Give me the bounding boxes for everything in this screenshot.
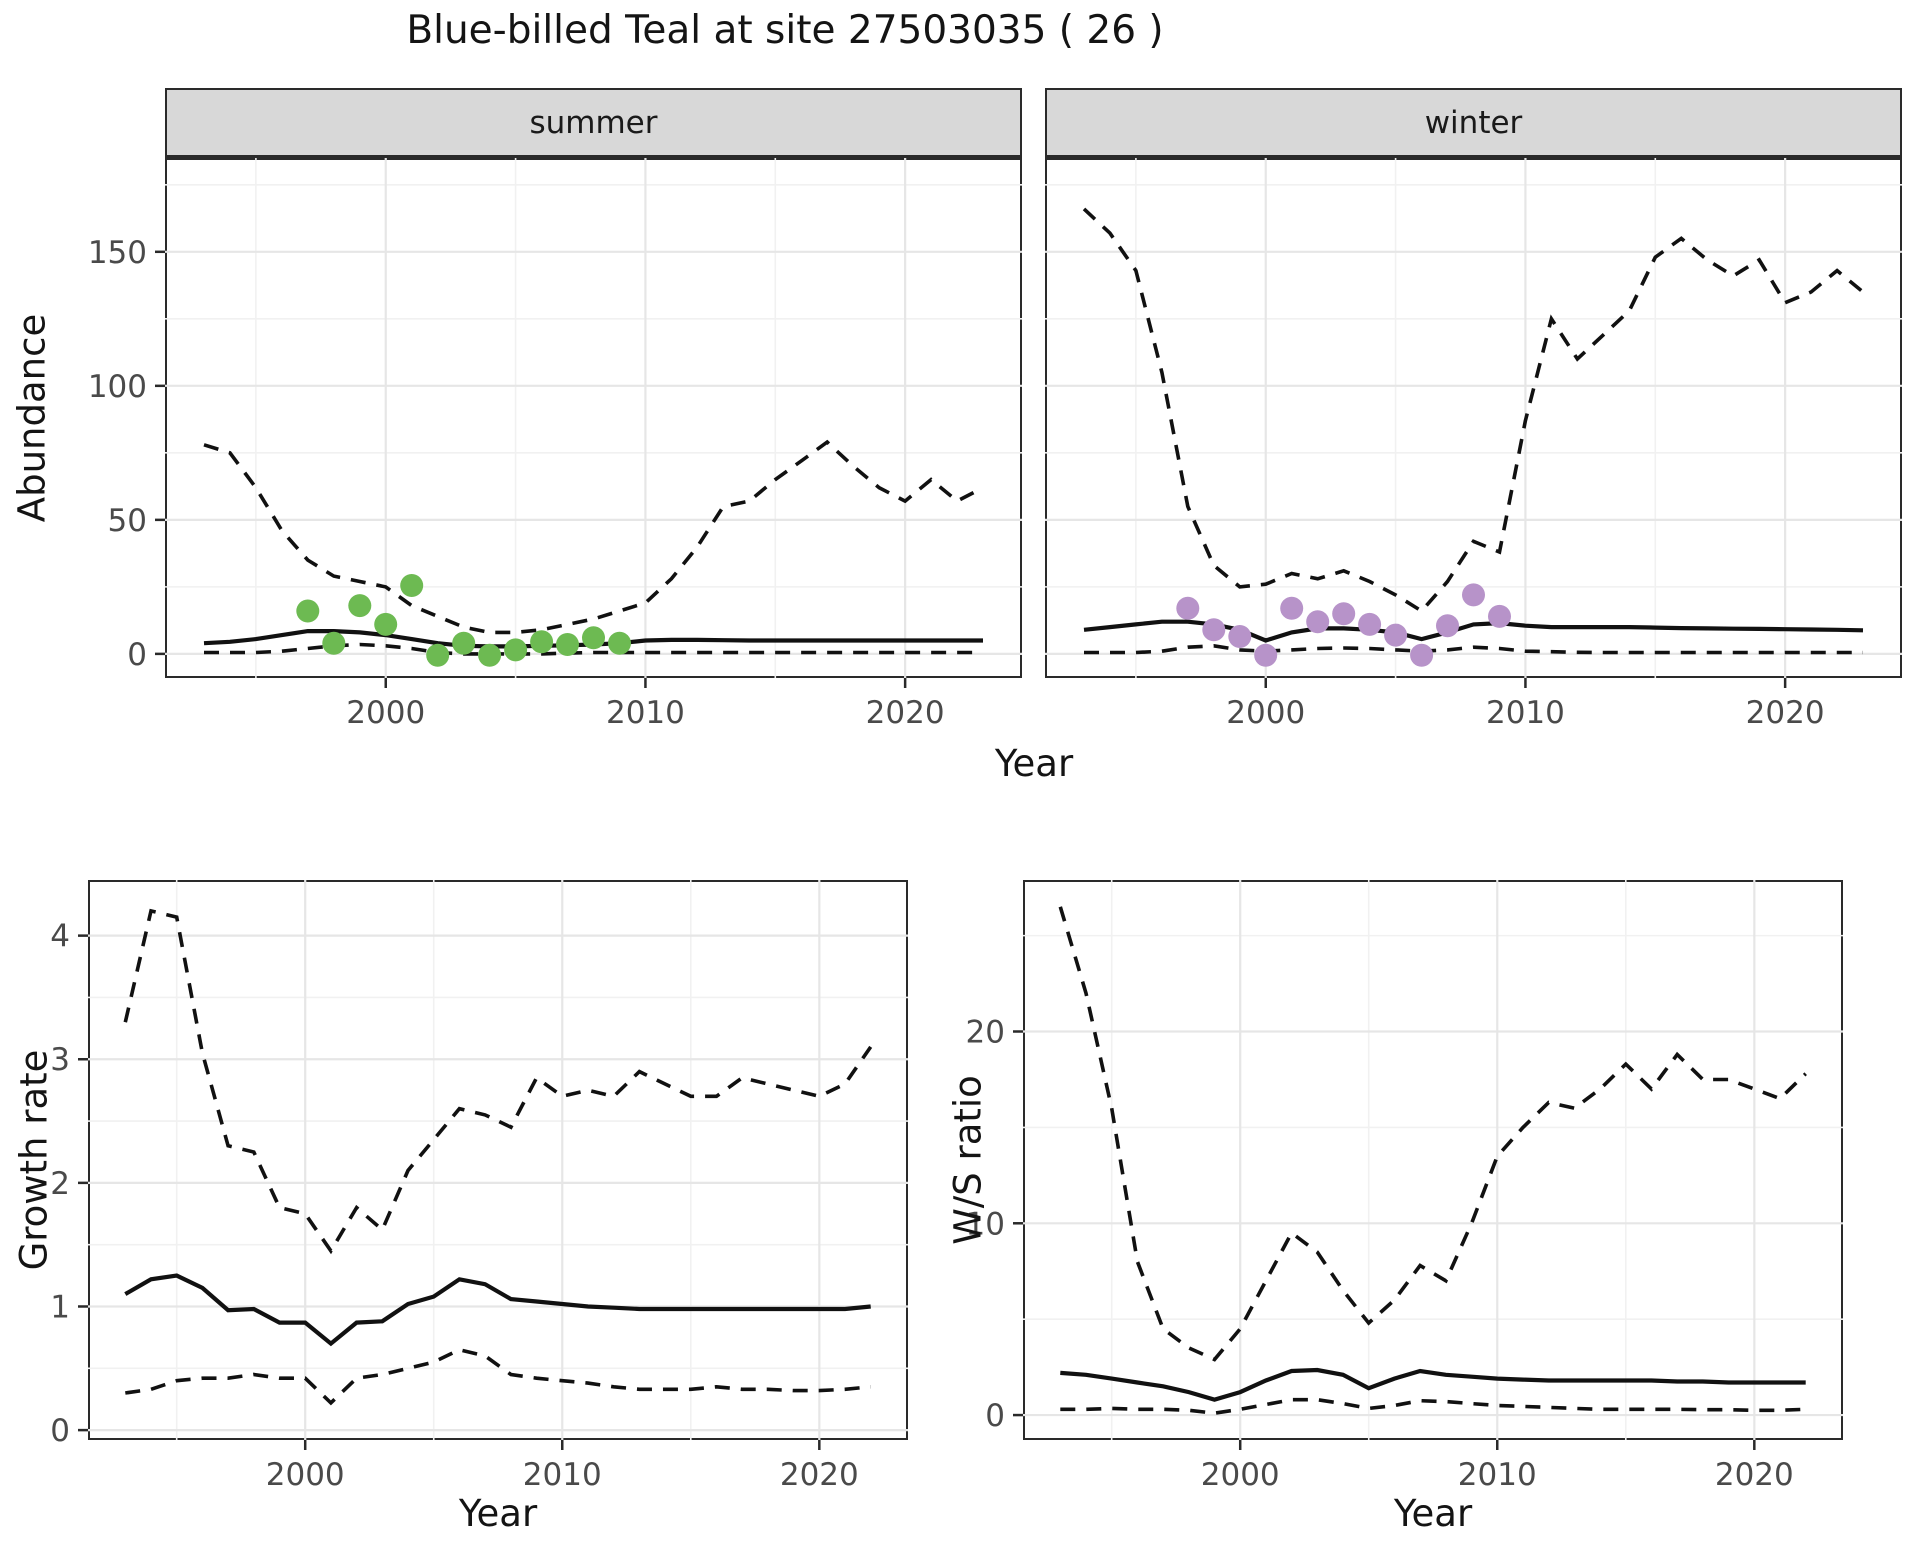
svg-text:20: 20 [966, 1015, 1005, 1051]
facet-strip-summer-label: summer [529, 104, 658, 141]
panel-abundance-winter [1045, 158, 1902, 678]
x-axis-title-year-bottom-right: Year [1393, 1492, 1473, 1535]
svg-text:50: 50 [108, 503, 147, 539]
svg-text:0: 0 [50, 1413, 70, 1449]
svg-text:2020: 2020 [780, 1457, 859, 1493]
svg-text:0: 0 [985, 1398, 1005, 1434]
y-axis-title-ws-ratio: W/S ratio [946, 1075, 990, 1245]
svg-text:0: 0 [127, 637, 147, 673]
svg-text:2000: 2000 [266, 1457, 345, 1493]
facet-strip-winter: winter [1045, 88, 1902, 158]
x-axis-title-year-bottom-left: Year [458, 1492, 538, 1535]
svg-text:100: 100 [88, 369, 147, 405]
x-axis-title-year-top: Year [994, 742, 1074, 785]
svg-text:2000: 2000 [1226, 695, 1305, 731]
svg-text:150: 150 [88, 235, 147, 271]
svg-text:2020: 2020 [1715, 1457, 1794, 1493]
svg-text:4: 4 [50, 919, 70, 955]
svg-text:2000: 2000 [346, 695, 425, 731]
svg-text:2010: 2010 [1458, 1457, 1537, 1493]
y-axis-title-growth-rate: Growth rate [12, 1049, 56, 1271]
facet-strip-summer: summer [165, 88, 1022, 158]
svg-text:2010: 2010 [606, 695, 685, 731]
facet-strip-winter-label: winter [1424, 104, 1523, 141]
panel-ws-ratio [1023, 880, 1843, 1440]
svg-text:1: 1 [50, 1289, 70, 1325]
svg-text:2000: 2000 [1201, 1457, 1280, 1493]
svg-text:2020: 2020 [1746, 695, 1825, 731]
panel-growth-rate [88, 880, 908, 1440]
svg-text:2010: 2010 [523, 1457, 602, 1493]
panel-abundance-summer [165, 158, 1022, 678]
svg-text:2020: 2020 [866, 695, 945, 731]
chart-title: Blue-billed Teal at site 27503035 ( 26 ) [406, 8, 1164, 53]
y-axis-title-abundance: Abundance [10, 313, 54, 523]
svg-text:2010: 2010 [1486, 695, 1565, 731]
